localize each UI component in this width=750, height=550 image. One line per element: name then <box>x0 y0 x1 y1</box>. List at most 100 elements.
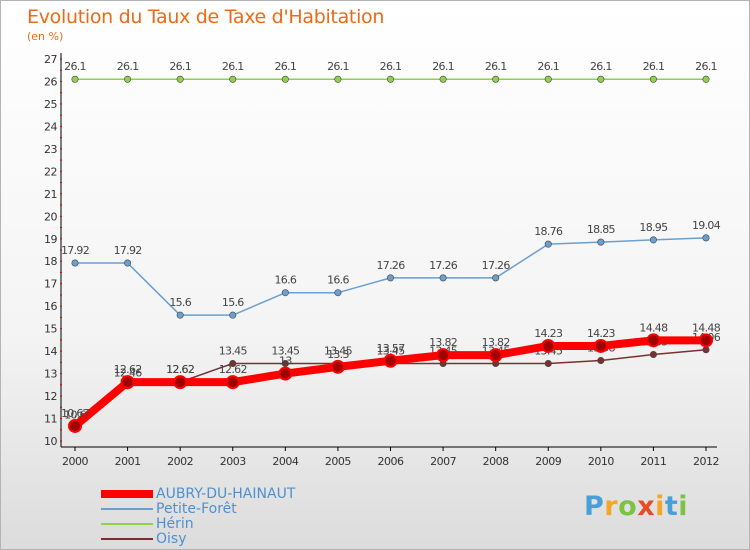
data-label-aubry-du-hainaut: 14.23 <box>587 327 616 340</box>
data-label-herin: 26.1 <box>643 60 665 73</box>
data-point-petite-foret <box>176 311 184 319</box>
x-tick-label: 2008 <box>483 455 509 468</box>
data-point-herin <box>597 75 605 83</box>
data-point-herin <box>702 75 710 83</box>
data-point-petite-foret <box>702 234 710 242</box>
y-tick-label: 10 <box>44 435 57 448</box>
data-point-aubry-du-hainaut <box>68 418 82 433</box>
data-point-aubry-du-hainaut <box>488 348 503 363</box>
data-label-aubry-du-hainaut: 13.3 <box>327 348 349 361</box>
legend-item-oisy: Oisy <box>101 530 295 547</box>
data-label-aubry-du-hainaut: 13.82 <box>429 336 457 349</box>
y-tick-label: 20 <box>44 210 57 223</box>
data-label-petite-foret: 16.6 <box>274 274 296 287</box>
data-label-petite-foret: 17.26 <box>429 259 458 272</box>
data-point-aubry-du-hainaut <box>173 375 188 390</box>
y-tick-label: 25 <box>44 98 57 111</box>
data-point-herin <box>334 75 342 83</box>
logo-letter: i <box>655 491 665 522</box>
x-tick-label: 2010 <box>588 455 614 468</box>
data-point-oisy <box>649 350 657 358</box>
x-tick-label: 2003 <box>220 455 246 468</box>
y-tick-label: 19 <box>44 233 57 246</box>
logo-letter: o <box>618 491 638 522</box>
data-point-herin <box>544 75 552 83</box>
data-point-aubry-du-hainaut <box>593 338 608 353</box>
chart-legend: AUBRY-DU-HAINAUT Petite-Forêt Hérin Oisy <box>101 486 295 547</box>
data-label-oisy: 13.45 <box>219 344 248 357</box>
data-label-oisy: 13.45 <box>324 344 353 357</box>
x-tick-label: 2002 <box>167 455 193 468</box>
y-tick-label: 16 <box>44 300 57 313</box>
data-label-oisy: 12.62 <box>166 363 194 376</box>
data-point-aubry-du-hainaut <box>541 338 556 353</box>
x-tick-label: 2011 <box>640 455 666 468</box>
data-label-aubry-du-hainaut: 14.23 <box>534 327 563 340</box>
data-label-herin: 26.1 <box>695 60 717 73</box>
data-label-aubry-du-hainaut: 12.62 <box>219 363 247 376</box>
data-point-petite-foret <box>124 259 132 267</box>
data-label-aubry-du-hainaut: 14.48 <box>639 321 668 334</box>
y-tick-label: 17 <box>44 278 57 291</box>
data-point-petite-foret <box>71 259 79 267</box>
data-point-oisy <box>597 357 605 365</box>
data-label-petite-foret: 18.95 <box>639 221 668 234</box>
x-tick-label: 2001 <box>115 455 141 468</box>
data-label-herin: 26.1 <box>432 60 454 73</box>
data-label-aubry-du-hainaut: 13.82 <box>482 336 510 349</box>
chart-subtitle: (en %) <box>27 30 64 43</box>
data-label-herin: 26.1 <box>537 60 559 73</box>
data-point-aubry-du-hainaut <box>383 353 398 368</box>
legend-swatch-petite-foret <box>101 507 153 510</box>
y-tick-label: 22 <box>44 165 57 178</box>
legend-label-oisy: Oisy <box>156 530 187 547</box>
logo-letter: x <box>637 491 656 522</box>
data-label-aubry-du-hainaut: 12.62 <box>114 363 142 376</box>
data-label-petite-foret: 16.6 <box>327 274 349 287</box>
data-label-petite-foret: 18.76 <box>534 225 563 238</box>
data-label-herin: 26.1 <box>274 60 296 73</box>
logo-letter: i <box>678 491 689 522</box>
data-point-aubry-du-hainaut <box>436 348 451 363</box>
data-point-petite-foret <box>649 236 657 244</box>
data-label-herin: 26.1 <box>64 60 86 73</box>
data-label-oisy: 12.46 <box>114 367 143 380</box>
data-label-petite-foret: 17.26 <box>377 259 406 272</box>
logo-letter: P <box>584 491 605 522</box>
data-point-aubry-du-hainaut <box>646 333 661 348</box>
y-tick-label: 15 <box>44 323 57 336</box>
x-tick-label: 2004 <box>272 455 298 468</box>
data-point-aubry-du-hainaut <box>225 375 240 390</box>
y-tick-label: 11 <box>44 413 57 426</box>
data-point-petite-foret <box>439 274 447 282</box>
data-label-oisy: 13.45 <box>377 344 406 357</box>
data-label-herin: 26.1 <box>380 60 402 73</box>
legend-swatch-oisy <box>101 537 153 540</box>
data-label-petite-foret: 15.6 <box>222 296 244 309</box>
data-label-petite-foret: 17.92 <box>61 244 89 257</box>
data-point-herin <box>281 75 289 83</box>
y-tick-label: 26 <box>44 75 57 88</box>
y-tick-label: 13 <box>44 368 57 381</box>
data-point-petite-foret <box>492 274 500 282</box>
data-label-herin: 26.1 <box>327 60 349 73</box>
x-tick-label: 2009 <box>535 455 561 468</box>
chart-title: Evolution du Taux de Taxe d'Habitation <box>27 6 385 28</box>
legend-label-herin: Hérin <box>156 515 194 532</box>
data-point-aubry-du-hainaut <box>699 333 713 348</box>
data-point-oisy <box>702 346 710 354</box>
x-tick-label: 2007 <box>430 455 456 468</box>
y-tick-label: 24 <box>44 120 57 133</box>
data-label-aubry-du-hainaut: 13 <box>279 355 292 368</box>
data-point-aubry-du-hainaut <box>330 359 345 374</box>
data-point-herin <box>229 75 237 83</box>
y-tick-label: 23 <box>44 143 57 156</box>
data-point-aubry-du-hainaut <box>120 375 135 390</box>
logo-letter: r <box>604 491 619 522</box>
data-label-herin: 26.1 <box>590 60 612 73</box>
data-point-oisy <box>229 359 237 367</box>
data-point-petite-foret <box>597 238 605 246</box>
data-point-herin <box>386 75 394 83</box>
